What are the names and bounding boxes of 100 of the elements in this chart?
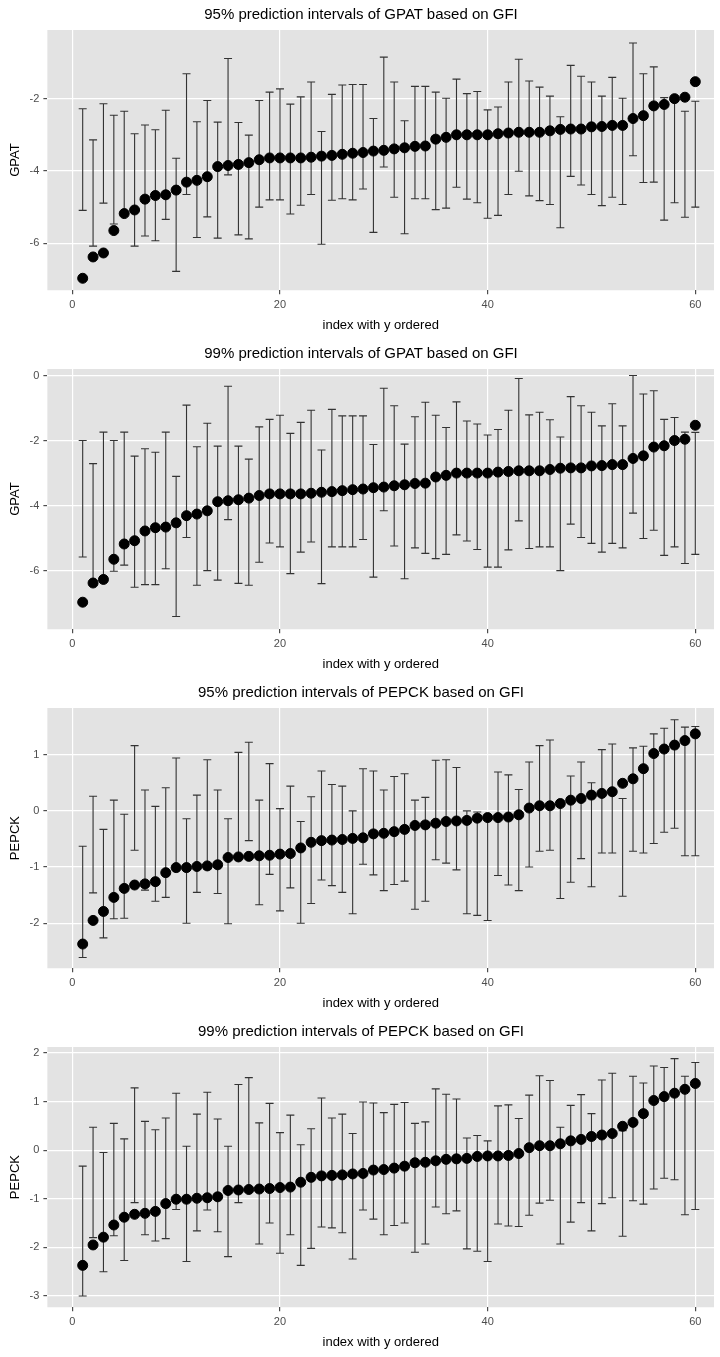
- point: [513, 465, 525, 477]
- y-tick-label: -2: [29, 916, 40, 929]
- point: [87, 251, 99, 263]
- point: [679, 1083, 691, 1095]
- point: [565, 1135, 577, 1147]
- y-tick-label: -4: [29, 498, 40, 511]
- point: [596, 460, 608, 472]
- point: [253, 490, 265, 502]
- point: [669, 739, 681, 751]
- point: [617, 1120, 629, 1132]
- point: [585, 789, 597, 801]
- point: [97, 247, 109, 259]
- point: [201, 171, 213, 183]
- point: [222, 1184, 234, 1196]
- point: [232, 1184, 244, 1196]
- point: [108, 1219, 120, 1231]
- point: [87, 914, 99, 926]
- x-tick-label: 40: [481, 636, 494, 649]
- point: [336, 834, 348, 846]
- point: [357, 483, 369, 495]
- point: [201, 505, 213, 517]
- point: [461, 129, 473, 141]
- point: [326, 486, 338, 498]
- point: [347, 832, 359, 844]
- point: [357, 832, 369, 844]
- point: [430, 471, 442, 483]
- x-axis-title: index with y ordered: [322, 316, 439, 332]
- point: [409, 477, 421, 489]
- point: [295, 842, 307, 854]
- point: [388, 1162, 400, 1174]
- y-tick-label: 0: [33, 1143, 40, 1156]
- point: [316, 486, 328, 498]
- y-tick-label: 2: [33, 1045, 40, 1058]
- point: [212, 1191, 224, 1203]
- point: [689, 419, 701, 431]
- y-tick-label: -2: [29, 433, 40, 446]
- point: [648, 441, 660, 453]
- x-tick-label: 20: [273, 975, 287, 988]
- x-tick-label: 60: [689, 975, 702, 988]
- point: [575, 462, 587, 474]
- point: [409, 140, 421, 152]
- point: [87, 577, 99, 589]
- point: [554, 1138, 566, 1150]
- point: [243, 157, 255, 169]
- point: [326, 834, 338, 846]
- point: [461, 1152, 473, 1164]
- point: [565, 123, 577, 135]
- point: [461, 814, 473, 826]
- point: [409, 819, 421, 831]
- point: [191, 508, 203, 520]
- point: [585, 1130, 597, 1142]
- x-tick-label: 60: [689, 297, 702, 310]
- point: [170, 184, 182, 196]
- point: [388, 143, 400, 155]
- x-axis-title: index with y ordered: [322, 994, 439, 1010]
- point: [544, 464, 556, 475]
- point: [160, 189, 172, 201]
- point: [637, 763, 649, 775]
- point: [419, 1156, 431, 1168]
- point: [471, 129, 483, 141]
- point: [378, 827, 390, 839]
- point: [523, 465, 535, 477]
- x-tick-label: 40: [481, 1314, 494, 1327]
- point: [253, 850, 265, 862]
- point: [502, 465, 514, 477]
- point: [482, 812, 494, 824]
- point: [347, 147, 359, 159]
- point: [316, 835, 328, 847]
- chart-title: 95% prediction intervals of PEPCK based on GFI: [197, 683, 525, 701]
- point: [118, 1211, 130, 1223]
- point: [440, 131, 452, 143]
- point: [305, 151, 317, 163]
- x-tick-label: 20: [273, 297, 287, 310]
- y-tick-label: 0: [33, 368, 40, 381]
- point: [232, 494, 244, 506]
- point: [264, 488, 276, 500]
- point: [170, 517, 182, 529]
- point: [305, 487, 317, 499]
- point: [305, 1171, 317, 1183]
- point: [669, 1087, 681, 1099]
- point: [399, 823, 411, 835]
- point: [295, 488, 307, 500]
- point: [129, 1208, 141, 1220]
- point: [648, 748, 660, 760]
- point: [181, 1193, 193, 1205]
- point: [201, 1192, 213, 1204]
- point: [606, 459, 618, 471]
- point: [274, 848, 286, 860]
- point: [149, 876, 161, 888]
- point: [399, 1160, 411, 1172]
- point: [139, 878, 151, 890]
- point: [430, 133, 442, 145]
- point: [689, 1077, 701, 1089]
- point: [513, 809, 525, 821]
- point: [585, 460, 597, 472]
- point: [440, 469, 452, 481]
- x-tick-label: 20: [273, 1314, 287, 1327]
- point: [679, 91, 691, 103]
- point: [388, 480, 400, 492]
- point: [419, 819, 431, 831]
